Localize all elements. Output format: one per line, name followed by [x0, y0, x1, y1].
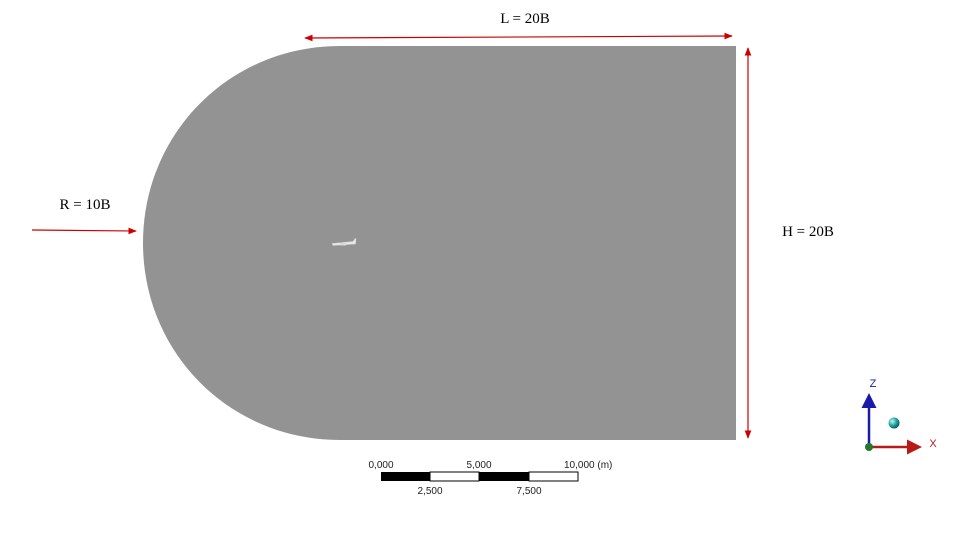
radius-label: R = 10B	[60, 197, 111, 213]
triad-ball-icon	[888, 417, 900, 429]
computational-domain	[143, 46, 736, 440]
scale-segment-2	[429, 471, 480, 482]
scale-tick-label: 10,000 (m)	[564, 460, 612, 471]
x-axis-label: X	[929, 438, 937, 450]
length-label: L = 20B	[500, 11, 550, 27]
length-dimension-arrow	[304, 32, 733, 42]
scale-tick-label: 5,000	[466, 460, 491, 471]
scale-bar: 0,000 5,000 10,000 (m) 2,500 7,500	[368, 460, 612, 497]
scale-segment-1	[381, 472, 430, 481]
triad-origin	[865, 443, 873, 451]
aircraft-model	[331, 238, 357, 246]
scale-tick-label: 0,000	[368, 460, 393, 471]
scale-tick-label: 2,500	[417, 486, 442, 497]
scale-segment-4	[528, 471, 579, 482]
z-axis-label: Z	[870, 378, 877, 390]
coordinate-triad[interactable]: Z X	[861, 378, 937, 455]
scale-tick-label: 7,500	[516, 486, 541, 497]
scale-segment-3	[479, 472, 529, 481]
height-label: H = 20B	[782, 224, 834, 240]
radius-dimension-arrow	[31, 227, 137, 235]
